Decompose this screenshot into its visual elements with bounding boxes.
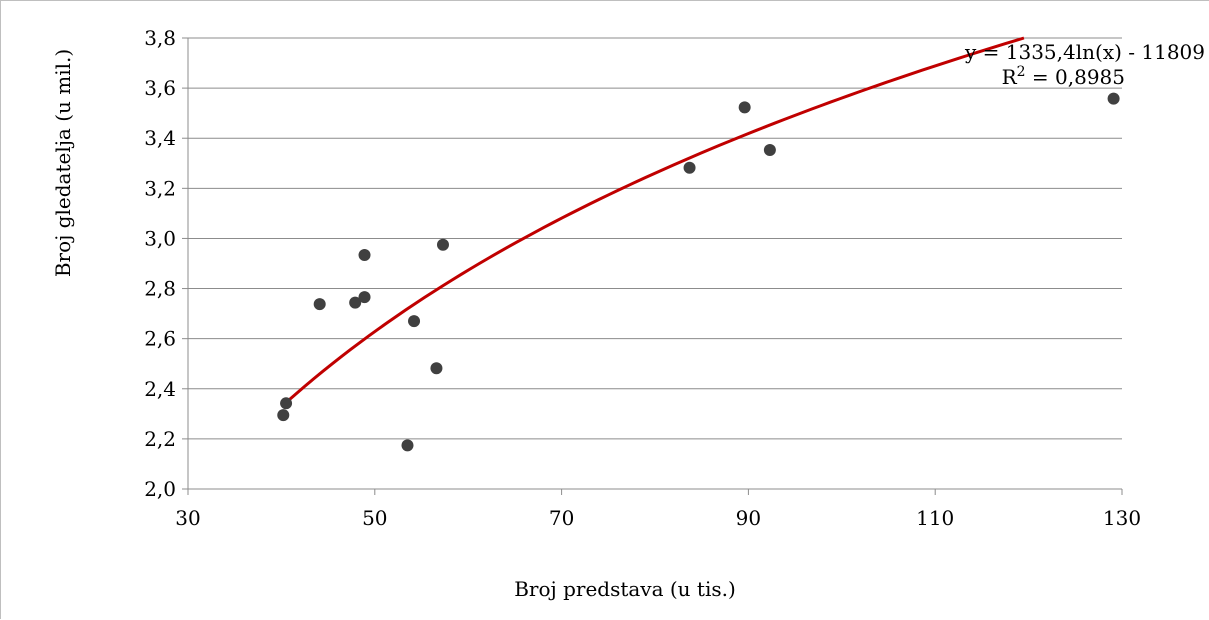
y-tick-label: 3,2: [144, 176, 176, 200]
trendline: [285, 36, 1025, 404]
x-tick-labels: 30 50 70 90 110 130: [175, 506, 1141, 530]
x-tick-label: 30: [175, 506, 200, 530]
axes: [182, 37, 1123, 495]
x-tick-label: 70: [549, 506, 574, 530]
data-point: [436, 238, 449, 251]
x-tick-label: 90: [736, 506, 761, 530]
y-tick-labels: 2,0 2,2 2,4 2,6 2,8 3,0 3,2 3,4 3,6 3,8: [144, 26, 176, 501]
data-points: [277, 92, 1120, 452]
r2-superscript: 2: [1017, 64, 1026, 80]
data-point: [763, 143, 776, 156]
y-tick-label: 2,6: [144, 327, 176, 351]
data-point: [683, 161, 696, 174]
trendline-equation: y = 1335,4ln(x) - 11809: [964, 40, 1205, 64]
x-tick-label: 130: [1103, 506, 1141, 530]
data-point: [1107, 92, 1120, 105]
data-point: [349, 296, 362, 309]
x-tick-label: 110: [916, 506, 954, 530]
y-tick-label: 3,6: [144, 76, 176, 100]
data-point: [358, 248, 371, 261]
trendline-curve: [285, 36, 1025, 404]
y-tick-label: 3,0: [144, 226, 176, 250]
x-axis-title: Broj predstava (u tis.): [514, 577, 736, 601]
data-point: [280, 397, 293, 410]
data-point: [408, 315, 421, 328]
y-axis-title: Broj gledatelja (u mil.): [51, 49, 75, 277]
data-point: [430, 362, 443, 375]
trendline-r-squared: R2 = 0,8985: [1002, 64, 1125, 89]
y-tick-label: 2,2: [144, 427, 176, 451]
r2-value: = 0,8985: [1026, 65, 1125, 89]
y-tick-label: 2,4: [144, 377, 176, 401]
grid-lines: [188, 37, 1122, 490]
data-point: [277, 409, 290, 422]
y-tick-label: 3,8: [144, 26, 176, 50]
r2-letter: R: [1002, 65, 1018, 89]
y-tick-label: 2,0: [144, 477, 176, 501]
data-point: [313, 298, 326, 311]
y-tick-label: 3,4: [144, 126, 176, 150]
data-point: [358, 291, 371, 304]
x-tick-label: 50: [362, 506, 387, 530]
data-point: [738, 101, 751, 114]
y-tick-label: 2,8: [144, 277, 176, 301]
data-point: [401, 439, 414, 452]
